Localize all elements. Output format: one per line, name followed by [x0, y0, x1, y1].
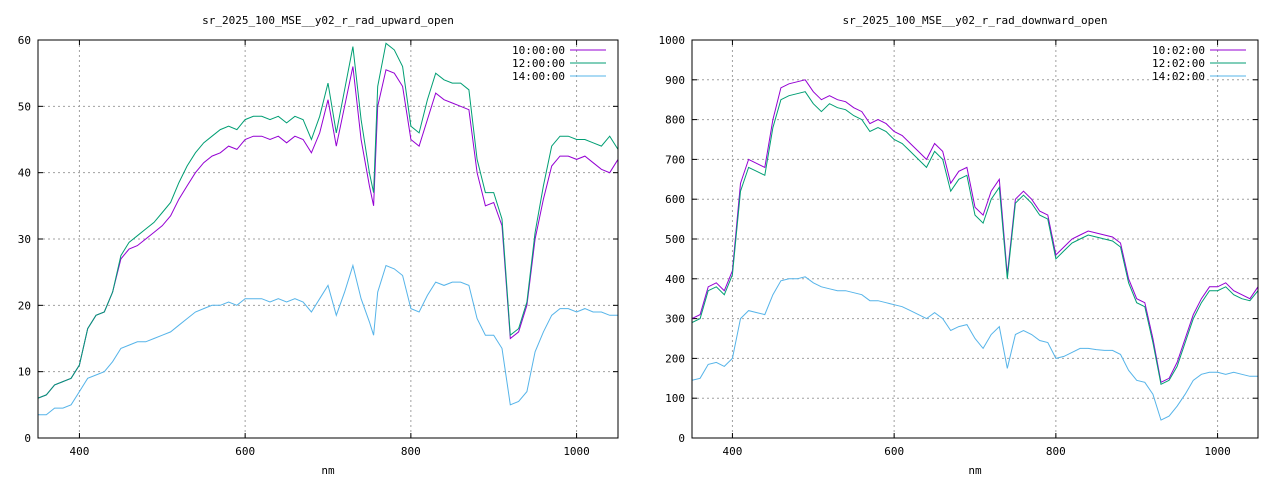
chart-1: sr_2025_100_MSE__y02_r_rad_downward_open… — [659, 14, 1259, 477]
chart-title: sr_2025_100_MSE__y02_r_rad_upward_open — [202, 14, 454, 27]
legend-label: 14:02:00 — [1152, 70, 1205, 83]
plot-frame — [691, 39, 1259, 439]
legend-label: 12:02:00 — [1152, 57, 1205, 70]
y-tick-label: 900 — [665, 74, 685, 87]
plot-frame — [37, 39, 619, 439]
y-tick-label: 0 — [678, 432, 685, 445]
y-tick-label: 60 — [18, 34, 31, 47]
x-tick-label: 800 — [1046, 445, 1066, 458]
series-line-10:00:00 — [38, 66, 618, 399]
y-tick-label: 500 — [665, 233, 685, 246]
series-line-10:02:00 — [692, 79, 1258, 384]
chart-0: sr_2025_100_MSE__y02_r_rad_upward_open 0 1… — [18, 14, 619, 477]
y-tick-label: 600 — [665, 193, 685, 206]
x-axis-label: nm — [968, 464, 982, 477]
y-tick-label: 300 — [665, 313, 685, 326]
x-tick-label: 600 — [235, 445, 255, 458]
y-tick-label: 40 — [18, 167, 31, 180]
series-line-12:00:00 — [38, 42, 618, 399]
chart-title: sr_2025_100_MSE__y02_r_rad_downward_open — [843, 14, 1108, 27]
y-tick-label: 50 — [18, 100, 31, 113]
series-line-14:02:00 — [692, 276, 1258, 421]
y-tick-label: 10 — [18, 366, 31, 379]
y-tick-label: 0 — [24, 432, 31, 445]
legend-label: 12:00:00 — [512, 57, 565, 70]
x-tick-label: 800 — [401, 445, 421, 458]
y-tick-label: 200 — [665, 352, 685, 365]
legend-label: 14:00:00 — [512, 70, 565, 83]
y-tick-label: 1000 — [659, 34, 686, 47]
x-axis-label: nm — [321, 464, 335, 477]
x-tick-label: 400 — [722, 445, 742, 458]
y-tick-label: 30 — [18, 233, 31, 246]
y-tick-label: 400 — [665, 273, 685, 286]
legend-label: 10:00:00 — [512, 44, 565, 57]
y-tick-label: 800 — [665, 114, 685, 127]
series-group — [692, 79, 1258, 421]
series-line-14:00:00 — [38, 263, 618, 416]
x-tick-label: 1000 — [563, 445, 590, 458]
series-line-12:02:00 — [692, 91, 1258, 386]
series-group — [38, 42, 618, 416]
x-tick-label: 400 — [69, 445, 89, 458]
x-tick-label: 1000 — [1204, 445, 1231, 458]
y-tick-label: 700 — [665, 153, 685, 166]
y-tick-label: 100 — [665, 392, 685, 405]
legend-label: 10:02:00 — [1152, 44, 1205, 57]
y-tick-label: 20 — [18, 299, 31, 312]
x-tick-label: 600 — [884, 445, 904, 458]
